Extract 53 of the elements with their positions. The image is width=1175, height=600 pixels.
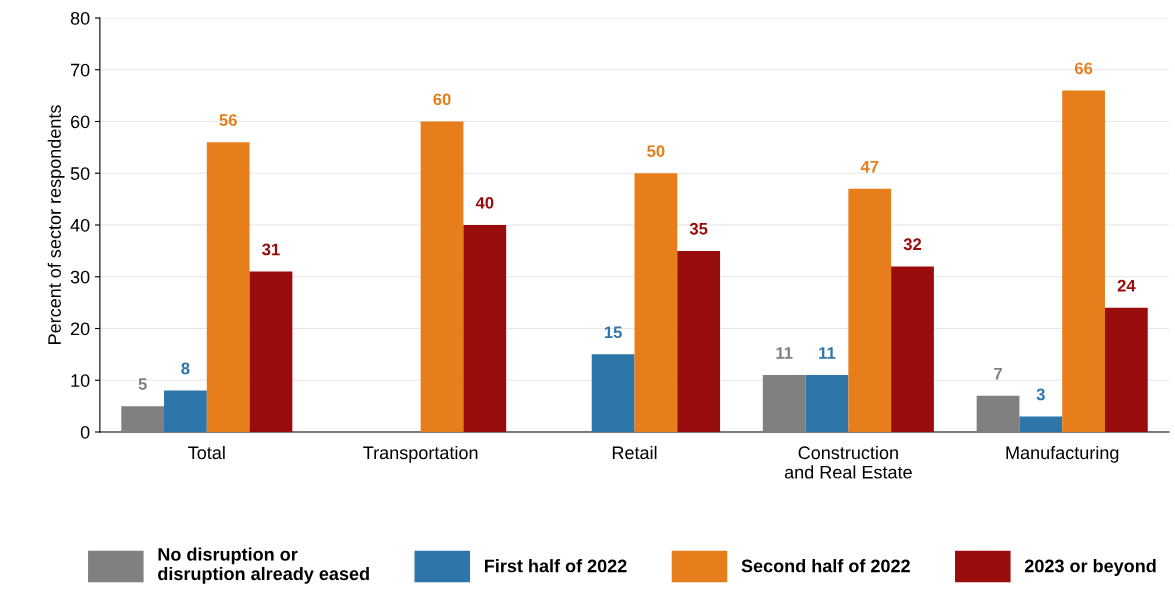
data-label: 8 [181, 362, 190, 375]
data-label: 50 [647, 145, 665, 158]
x-tick-label: Construction and Real Estate [784, 445, 912, 479]
data-label: 56 [219, 114, 237, 126]
x-tick-label: Retail [612, 445, 657, 460]
bar [1019, 416, 1063, 432]
legend-label: Second half of 2022 [741, 559, 910, 573]
x-tick-label: Total [188, 445, 225, 460]
bar [677, 250, 721, 432]
legend-label: 2023 or beyond [1024, 559, 1156, 576]
data-label: 11 [776, 347, 793, 359]
legend-label: No disruption or disruption already eased [158, 547, 369, 584]
data-label: 66 [1074, 62, 1093, 75]
bar [249, 271, 293, 432]
y-axis-title: Percent of sector respondents [47, 105, 65, 344]
data-label: 35 [689, 222, 708, 235]
x-tick-label: Manufacturing [1006, 445, 1119, 463]
y-tick-label: 50 [70, 167, 90, 180]
bar [164, 390, 207, 432]
data-label: 11 [819, 347, 836, 359]
bar [463, 225, 507, 432]
y-tick-label: 30 [70, 270, 90, 284]
bar [805, 375, 849, 432]
y-tick-label: 0 [80, 425, 90, 439]
data-label: 24 [1117, 279, 1136, 292]
data-label: 31 [262, 243, 280, 256]
bar [848, 188, 892, 432]
bar [1062, 90, 1105, 432]
bar [591, 354, 635, 432]
data-label: 3 [1036, 388, 1045, 401]
data-label: 32 [903, 238, 922, 251]
bar [976, 395, 1020, 432]
y-tick-label: 80 [70, 11, 90, 25]
data-label: 40 [475, 196, 494, 209]
y-tick-label: 60 [70, 115, 90, 129]
bar [634, 173, 678, 432]
legend-label: First half of 2022 [485, 559, 627, 573]
bar [891, 266, 934, 432]
data-label: 60 [433, 93, 451, 106]
bar [762, 375, 806, 432]
x-tick-label: Transportation [363, 445, 478, 463]
y-tick-label: 20 [70, 322, 90, 336]
y-tick-label: 70 [71, 63, 90, 77]
bar [420, 121, 464, 432]
data-label: 5 [138, 378, 147, 390]
data-label: 47 [860, 160, 879, 173]
bar [121, 406, 165, 432]
y-tick-label: 40 [70, 218, 90, 232]
data-label: 7 [994, 367, 1002, 380]
bar [206, 142, 250, 432]
y-tick-label: 10 [71, 374, 90, 387]
data-label: 15 [604, 326, 622, 339]
bar [1104, 307, 1148, 432]
